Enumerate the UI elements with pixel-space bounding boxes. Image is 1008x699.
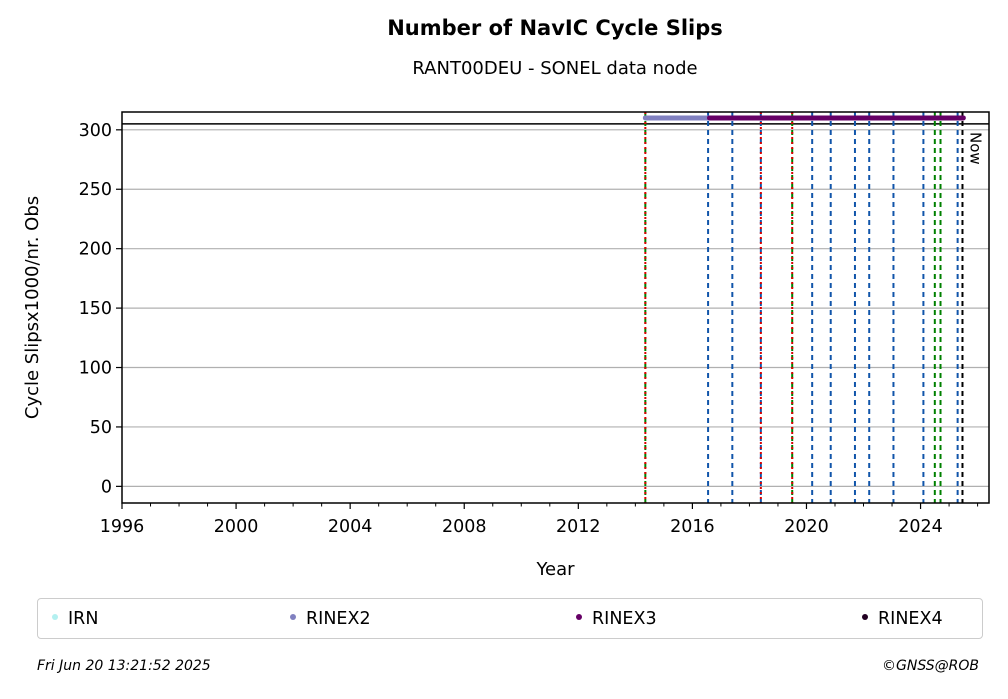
footer-timestamp: Fri Jun 20 13:21:52 2025 bbox=[37, 658, 211, 674]
x-tick-label: 2008 bbox=[442, 517, 487, 537]
footer-credit: ©GNSS@ROB bbox=[882, 658, 979, 674]
y-axis-label: Cycle Slipsx1000/nr. Obs bbox=[22, 196, 43, 419]
legend-marker-irn bbox=[52, 614, 58, 620]
legend-item-rinex4: RINEX4 bbox=[862, 599, 943, 639]
y-tick-label: 100 bbox=[79, 359, 112, 379]
x-tick-label: 2024 bbox=[898, 517, 943, 537]
legend-label-rinex2: RINEX2 bbox=[306, 609, 371, 629]
y-tick-label: 200 bbox=[79, 240, 112, 260]
legend-label-rinex3: RINEX3 bbox=[592, 609, 657, 629]
legend-marker-rinex2 bbox=[290, 614, 296, 620]
legend-marker-rinex3 bbox=[576, 614, 582, 620]
y-tick-label: 150 bbox=[79, 299, 112, 319]
x-tick-label: 2012 bbox=[556, 517, 601, 537]
y-tick-label: 250 bbox=[79, 180, 112, 200]
legend-item-irn: IRN bbox=[52, 599, 98, 639]
y-tick-label: 300 bbox=[79, 121, 112, 141]
chart-title: Number of NavIC Cycle Slips bbox=[387, 16, 723, 40]
x-tick-label: 1996 bbox=[100, 517, 145, 537]
legend-label-irn: IRN bbox=[68, 609, 99, 629]
legend-item-rinex3: RINEX3 bbox=[576, 599, 657, 639]
now-label: Now bbox=[966, 132, 984, 165]
x-axis-label: Year bbox=[535, 559, 575, 580]
legend-item-rinex2: RINEX2 bbox=[290, 599, 371, 639]
x-tick-label: 2020 bbox=[784, 517, 829, 537]
x-tick-label: 2016 bbox=[670, 517, 715, 537]
y-tick-label: 0 bbox=[101, 477, 112, 497]
legend-label-rinex4: RINEX4 bbox=[878, 609, 943, 629]
y-tick-label: 50 bbox=[90, 418, 112, 438]
chart-subtitle: RANT00DEU - SONEL data node bbox=[412, 58, 698, 79]
x-tick-label: 2004 bbox=[328, 517, 373, 537]
x-tick-label: 2000 bbox=[214, 517, 259, 537]
legend-marker-rinex4 bbox=[862, 614, 868, 620]
chart-legend: IRN RINEX2 RINEX3 RINEX4 bbox=[37, 598, 983, 639]
